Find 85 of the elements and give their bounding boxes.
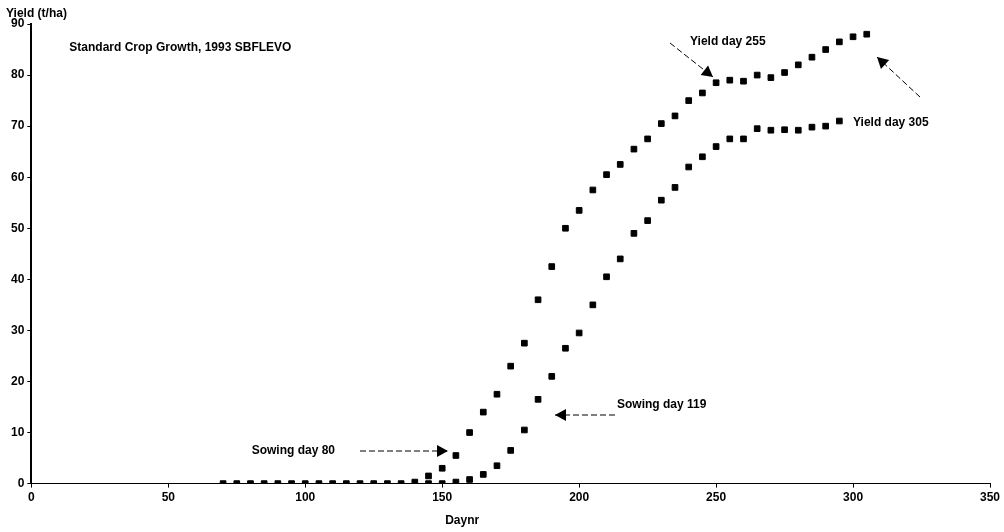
annotation: Yield day 255 <box>690 34 766 49</box>
point <box>425 472 432 480</box>
point <box>479 471 487 478</box>
point <box>548 263 556 270</box>
x-tick-label: 150 <box>432 490 453 505</box>
point <box>466 476 473 483</box>
point <box>685 163 693 171</box>
y-tick-label: 80 <box>10 67 25 82</box>
x-tick-label: 250 <box>706 490 727 505</box>
point <box>630 145 638 153</box>
point <box>699 89 706 97</box>
y-tick-label: 90 <box>10 16 25 31</box>
point <box>644 217 651 224</box>
point <box>507 447 514 454</box>
point <box>589 301 597 309</box>
point <box>671 112 679 120</box>
point <box>521 426 528 434</box>
point <box>822 46 829 53</box>
point <box>849 33 857 41</box>
point <box>603 273 610 281</box>
point <box>685 97 693 104</box>
point <box>753 125 761 133</box>
point <box>493 462 501 470</box>
point <box>726 76 734 84</box>
x-tick-label: 200 <box>569 490 590 505</box>
y-tick-label: 70 <box>10 118 25 133</box>
point <box>438 464 446 472</box>
point <box>603 171 610 178</box>
point <box>781 69 788 76</box>
y-tick-label: 10 <box>10 424 25 439</box>
annotation: Sowing day 119 <box>617 397 707 412</box>
point <box>575 329 583 337</box>
point <box>767 126 775 134</box>
point <box>808 53 816 61</box>
point <box>767 74 775 81</box>
point <box>507 362 514 370</box>
annotation: Yield day 305 <box>853 115 929 130</box>
point <box>808 123 816 131</box>
point <box>726 135 734 143</box>
x-tick-label: 300 <box>843 490 864 505</box>
y-tick-label: 30 <box>10 322 25 337</box>
x-axis-title: Daynr <box>445 513 480 528</box>
point <box>794 126 802 134</box>
point <box>740 135 747 143</box>
point <box>836 38 843 46</box>
point <box>630 230 638 237</box>
text: Standard Crop Growth, 1993 SBFLEVO <box>69 40 292 55</box>
point <box>781 126 788 134</box>
point <box>657 120 665 127</box>
point <box>753 71 761 79</box>
point <box>521 339 528 347</box>
x-tick-label: 50 <box>161 490 176 505</box>
y-tick-label: 50 <box>10 220 25 235</box>
point <box>548 373 556 380</box>
point <box>589 186 597 194</box>
point <box>712 143 720 150</box>
point <box>794 61 802 69</box>
point <box>740 77 747 85</box>
x-tick-label: 350 <box>979 490 1001 505</box>
point <box>534 296 542 304</box>
point <box>699 153 706 161</box>
y-tick-label: 60 <box>10 169 25 184</box>
y-tick-label: 0 <box>17 475 25 490</box>
point <box>616 255 624 263</box>
point <box>863 30 871 38</box>
y-tick-label: 20 <box>10 373 25 388</box>
point <box>479 408 487 416</box>
point <box>644 135 651 143</box>
point <box>493 390 501 398</box>
point <box>822 122 829 130</box>
point <box>562 344 569 352</box>
x-tick-label: 100 <box>295 490 316 505</box>
point <box>712 79 720 87</box>
point <box>657 196 665 204</box>
point <box>466 429 473 436</box>
point <box>836 117 843 125</box>
x-tick-label: 0 <box>28 490 35 505</box>
point <box>575 207 583 214</box>
point <box>562 224 569 232</box>
point <box>616 161 624 168</box>
point <box>671 184 679 191</box>
point <box>534 396 542 403</box>
y-tick-label: 40 <box>10 271 25 286</box>
point <box>452 452 460 459</box>
annotation: Sowing day 80 <box>251 443 336 458</box>
